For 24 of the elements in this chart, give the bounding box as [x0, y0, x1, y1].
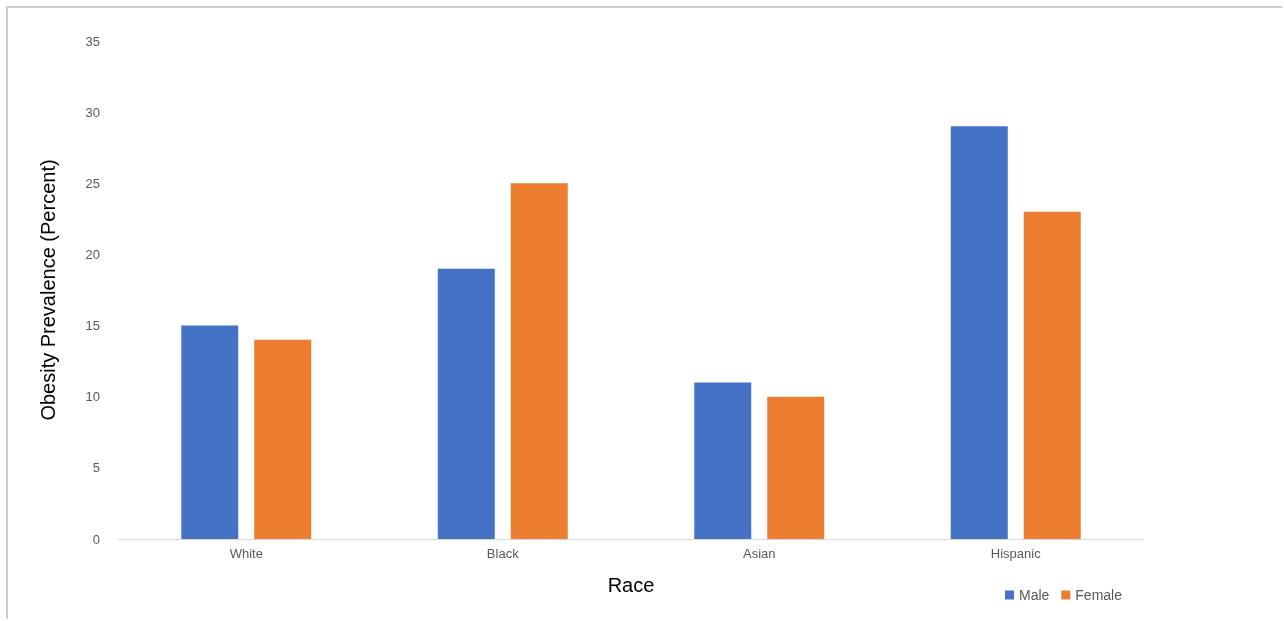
y-tick-label: 30: [85, 104, 100, 120]
bar: [437, 268, 495, 539]
legend-label: Male: [1018, 587, 1050, 603]
bar: [510, 183, 568, 539]
bar: [181, 325, 239, 539]
legend-label: Female: [1075, 587, 1123, 603]
bar: [950, 126, 1008, 539]
bar: [1023, 211, 1081, 539]
bar: [254, 339, 312, 539]
y-tick-label: 0: [92, 531, 100, 547]
y-tick-label: 25: [85, 175, 100, 191]
x-axis-title: Race: [607, 574, 655, 596]
x-tick-label: White: [229, 546, 263, 561]
y-tick-label: 20: [85, 246, 100, 262]
y-tick-label: 35: [85, 33, 100, 49]
y-tick-label: 15: [85, 318, 100, 334]
x-tick-label: Black: [486, 546, 520, 561]
y-axis-title: Obesity Prevalence (Percent): [37, 159, 59, 421]
y-tick-label: 10: [85, 389, 100, 405]
x-tick-label: Hispanic: [990, 546, 1042, 561]
bar: [694, 382, 752, 539]
x-tick-label: Asian: [742, 546, 776, 561]
y-tick-label: 5: [92, 460, 100, 476]
bar: [767, 396, 825, 539]
